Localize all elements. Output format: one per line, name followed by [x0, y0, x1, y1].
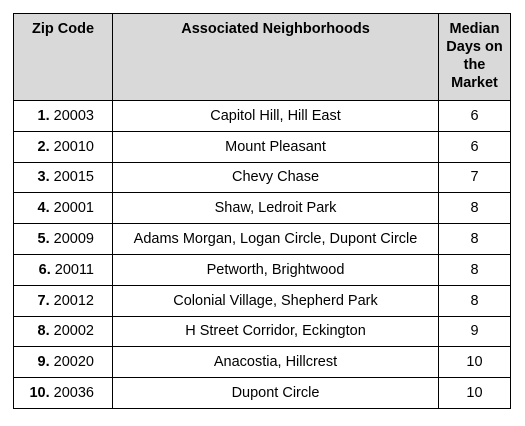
neighborhoods-cell: Dupont Circle: [112, 377, 439, 409]
neighborhoods-cell: Mount Pleasant: [112, 130, 439, 163]
table-row: 6. 20011 Petworth, Brightwood 8: [13, 253, 511, 286]
zip-code: 20015: [53, 169, 94, 186]
zip-cell: 6. 20011: [13, 253, 113, 286]
zip-code: 20020: [53, 354, 94, 371]
neighborhoods-cell: Adams Morgan, Logan Circle, Dupont Circl…: [112, 223, 439, 255]
neighborhoods-cell: Petworth, Brightwood: [112, 253, 439, 286]
zip-code: 20001: [53, 200, 94, 217]
median-days-cell: 10: [438, 346, 511, 379]
table-row: 8. 20002 H Street Corridor, Eckington 9: [13, 315, 511, 348]
zip-cell: 8. 20002: [13, 315, 113, 348]
zip-cell: 1. 20003: [13, 100, 113, 132]
zip-code-header: Zip Code: [13, 13, 113, 101]
zip-cell: 2. 20010: [13, 130, 113, 163]
zip-cell: 9. 20020: [13, 346, 113, 379]
zip-code: 20003: [53, 107, 94, 124]
neighborhoods-cell: Capitol Hill, Hill East: [112, 100, 439, 132]
median-days-cell: 10: [438, 377, 511, 409]
zip-cell: 7. 20012: [13, 284, 113, 317]
neighborhoods-header: Associated Neighborhoods: [112, 13, 439, 101]
zip-cell: 3. 20015: [13, 161, 113, 194]
zip-code: 20002: [53, 323, 94, 340]
rank-number: 10.: [29, 385, 50, 402]
zip-code: 20012: [53, 292, 94, 309]
median-days-cell: 9: [438, 315, 511, 348]
neighborhoods-cell: H Street Corridor, Eckington: [112, 315, 439, 348]
neighborhoods-cell: Chevy Chase: [112, 161, 439, 194]
zip-code: 20010: [53, 138, 94, 155]
zip-code: 20011: [54, 261, 94, 278]
table-row: 9. 20020 Anacostia, Hillcrest 10: [13, 346, 511, 379]
zip-code: 20009: [53, 231, 94, 248]
rank-number: 4.: [37, 200, 50, 217]
neighborhoods-cell: Anacostia, Hillcrest: [112, 346, 439, 379]
median-days-cell: 8: [438, 192, 511, 225]
median-days-cell: 8: [438, 284, 511, 317]
rank-number: 8.: [37, 323, 50, 340]
rank-number: 1.: [37, 107, 50, 124]
median-days-cell: 8: [438, 253, 511, 286]
table-row: 5. 20009 Adams Morgan, Logan Circle, Dupo…: [13, 223, 511, 255]
rank-number: 7.: [37, 292, 50, 309]
neighborhoods-cell: Shaw, Ledroit Park: [112, 192, 439, 225]
neighborhoods-cell: Colonial Village, Shepherd Park: [112, 284, 439, 317]
table-body: 1. 20003 Capitol Hill, Hill East 6 2. 20010…: [13, 100, 511, 409]
table-row: 10. 20036 Dupont Circle 10: [13, 377, 511, 409]
table-row: 2. 20010 Mount Pleasant 6: [13, 130, 511, 163]
median-days-cell: 7: [438, 161, 511, 194]
header-row: Zip Code Associated Neighborhoods Median…: [13, 13, 511, 101]
zip-cell: 5. 20009: [13, 223, 113, 255]
rank-number: 3.: [37, 169, 50, 186]
zip-code: 20036: [53, 385, 94, 402]
zip-cell: 10. 20036: [13, 377, 113, 409]
market-table: Zip Code Associated Neighborhoods Median…: [13, 13, 511, 409]
rank-number: 5.: [37, 231, 50, 248]
rank-number: 6.: [38, 261, 51, 278]
median-days-header: Median Days on the Market: [438, 13, 511, 101]
rank-number: 9.: [37, 354, 50, 371]
table-row: 4. 20001 Shaw, Ledroit Park 8: [13, 192, 511, 225]
table-row: 3. 20015 Chevy Chase 7: [13, 161, 511, 194]
table-row: 7. 20012 Colonial Village, Shepherd Park 8: [13, 284, 511, 317]
rank-number: 2.: [37, 138, 50, 155]
zip-cell: 4. 20001: [13, 192, 113, 225]
median-days-cell: 6: [438, 130, 511, 163]
median-days-cell: 6: [438, 100, 511, 132]
median-days-cell: 8: [438, 223, 511, 255]
table-row: 1. 20003 Capitol Hill, Hill East 6: [13, 100, 511, 132]
